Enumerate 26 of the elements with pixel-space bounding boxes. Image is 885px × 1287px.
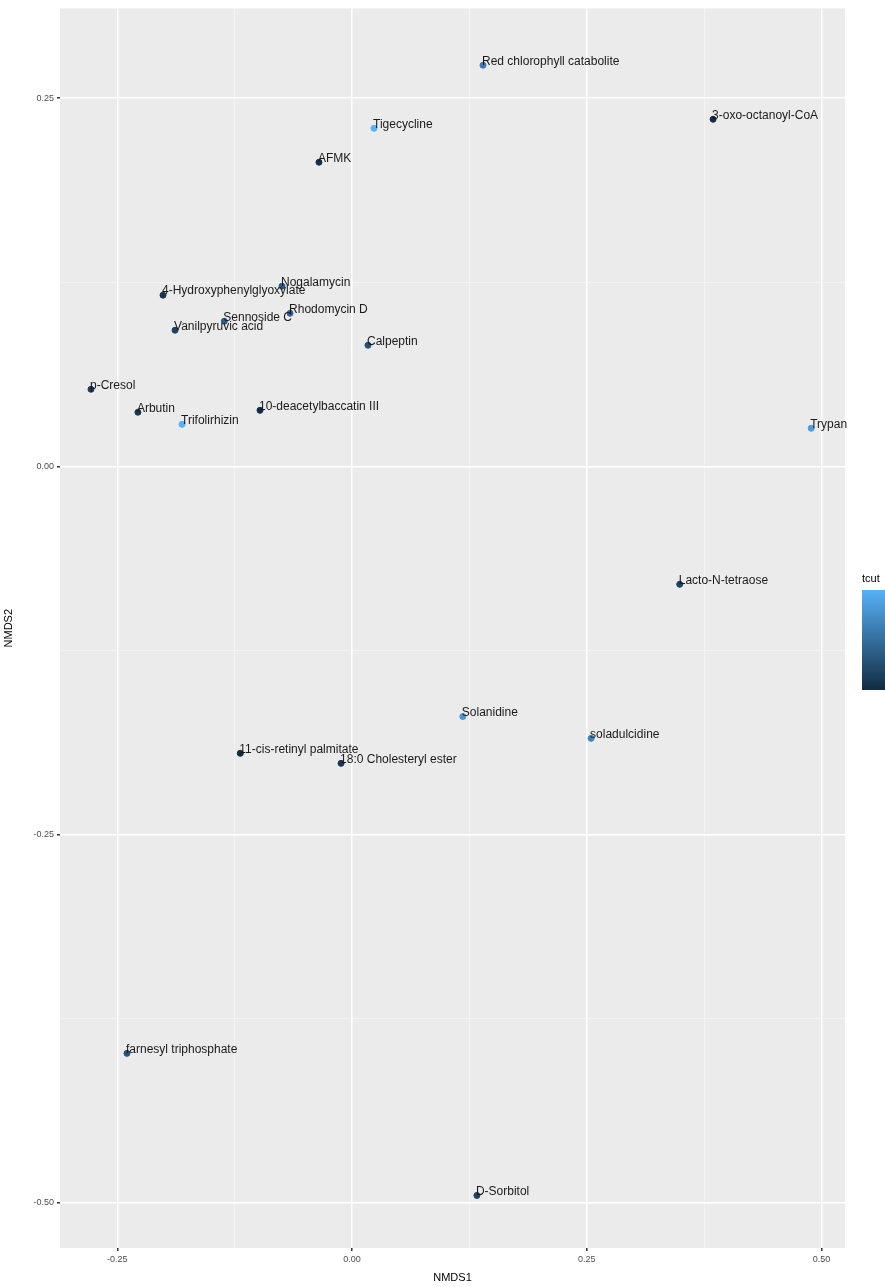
annotation: Solanidine [461,704,519,719]
annotation: Lacto-N-tetraose [678,572,769,587]
annotation: Trifolirhizin [181,412,239,427]
x-axis-title: NMDS1 [433,1271,472,1284]
color-bar-title: tcut [862,572,880,584]
annotation: Red chlorophyll catabolite [482,53,620,68]
annotation: Arbutin [136,400,175,415]
annotation: 10-deacetylbaccatin III [259,398,380,413]
annotation: 11-cis-retinyl palmitate [239,741,359,756]
annotation: AFMK [317,150,352,165]
y-tick-label: -0.50 [33,1196,54,1207]
y-axis-title: NMDS2 [1,608,14,648]
annotation: Trypan [810,416,848,431]
x-tick-label: 0.25 [578,1253,596,1264]
annotation: Calpeptin [366,333,418,348]
annotation: D-Sorbitol [475,1183,530,1198]
x-tick-label: -0.25 [107,1253,128,1264]
annotation: farnesyl triphosphate [125,1041,238,1056]
y-tick-label: 0.25 [36,92,54,103]
annotation: Tigecycline [373,116,433,131]
x-tick-label: 0.00 [343,1253,361,1264]
y-tick-label: 0.00 [36,460,54,471]
x-tick-label: 0.50 [812,1253,831,1264]
y-tick-label: -0.25 [33,828,54,839]
annotation: soladulcidine [590,726,660,741]
annotation: p-Cresol [89,377,136,392]
